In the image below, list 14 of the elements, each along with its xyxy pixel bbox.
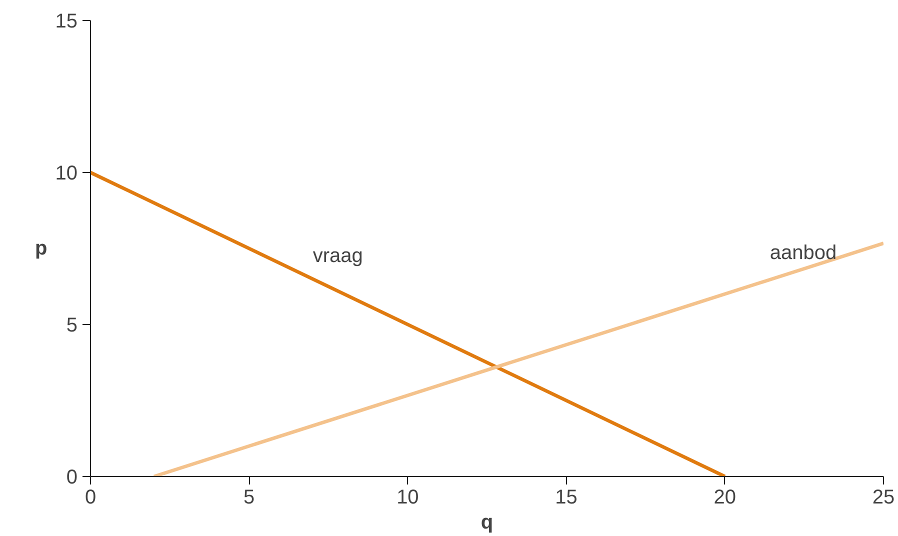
y-tick-label: 0: [66, 466, 78, 488]
series-label: aanbod: [770, 242, 837, 264]
x-tick-label: 25: [872, 486, 895, 508]
x-tick-label: 5: [244, 486, 255, 508]
y-tick-label: 10: [55, 162, 78, 184]
series-label: vraag: [312, 245, 363, 268]
x-tick-label: 10: [396, 486, 419, 508]
x-tick-label: 20: [714, 486, 736, 508]
x-tick-label: 0: [84, 486, 96, 508]
y-tick-label: 15: [55, 10, 78, 32]
x-tick-label: 15: [555, 486, 578, 508]
y-tick-label: 5: [66, 314, 78, 336]
x-axis-title: q: [480, 512, 494, 534]
y-axis-title: p: [35, 238, 48, 260]
